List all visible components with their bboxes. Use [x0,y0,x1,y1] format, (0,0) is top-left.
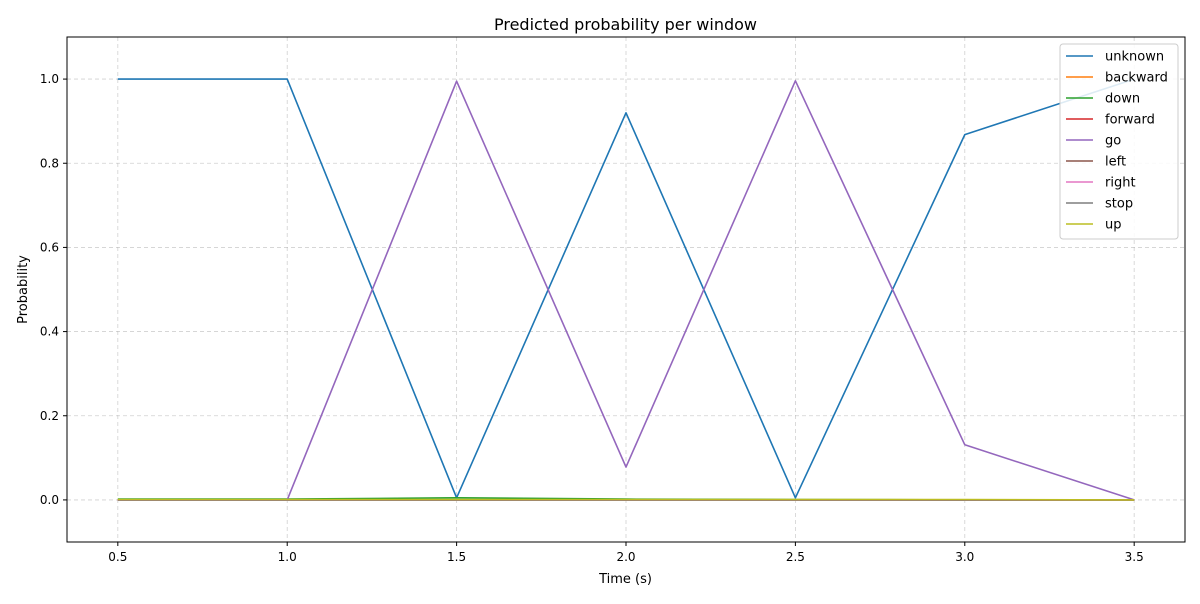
y-tick-label: 0.8 [40,156,59,170]
legend-label-unknown: unknown [1105,50,1164,65]
legend-label-down: down [1105,92,1140,107]
legend-label-stop: stop [1105,197,1133,212]
x-tick-label: 1.0 [278,550,297,564]
y-axis-label: Probability [16,255,31,324]
y-tick-label: 0.2 [40,409,59,423]
legend-label-backward: backward [1105,71,1168,86]
legend-label-left: left [1105,155,1126,170]
y-tick-label: 0.0 [40,493,59,507]
x-tick-label: 3.0 [955,550,974,564]
chart-title: Predicted probability per window [494,15,757,34]
x-tick-label: 1.5 [447,550,466,564]
x-tick-label: 2.0 [616,550,635,564]
x-tick-label: 0.5 [108,550,127,564]
legend-label-forward: forward [1105,113,1155,128]
legend-label-right: right [1105,176,1136,191]
x-tick-label: 2.5 [786,550,805,564]
y-tick-label: 1.0 [40,72,59,86]
legend: unknown backward down forward go left right sto… [1060,44,1178,239]
x-axis-label: Time (s) [598,572,652,587]
legend-label-go: go [1105,134,1121,149]
legend-label-up: up [1105,218,1122,233]
y-tick-label: 0.6 [40,240,59,254]
x-tick-label: 3.5 [1125,550,1144,564]
y-tick-label: 0.4 [40,325,59,339]
